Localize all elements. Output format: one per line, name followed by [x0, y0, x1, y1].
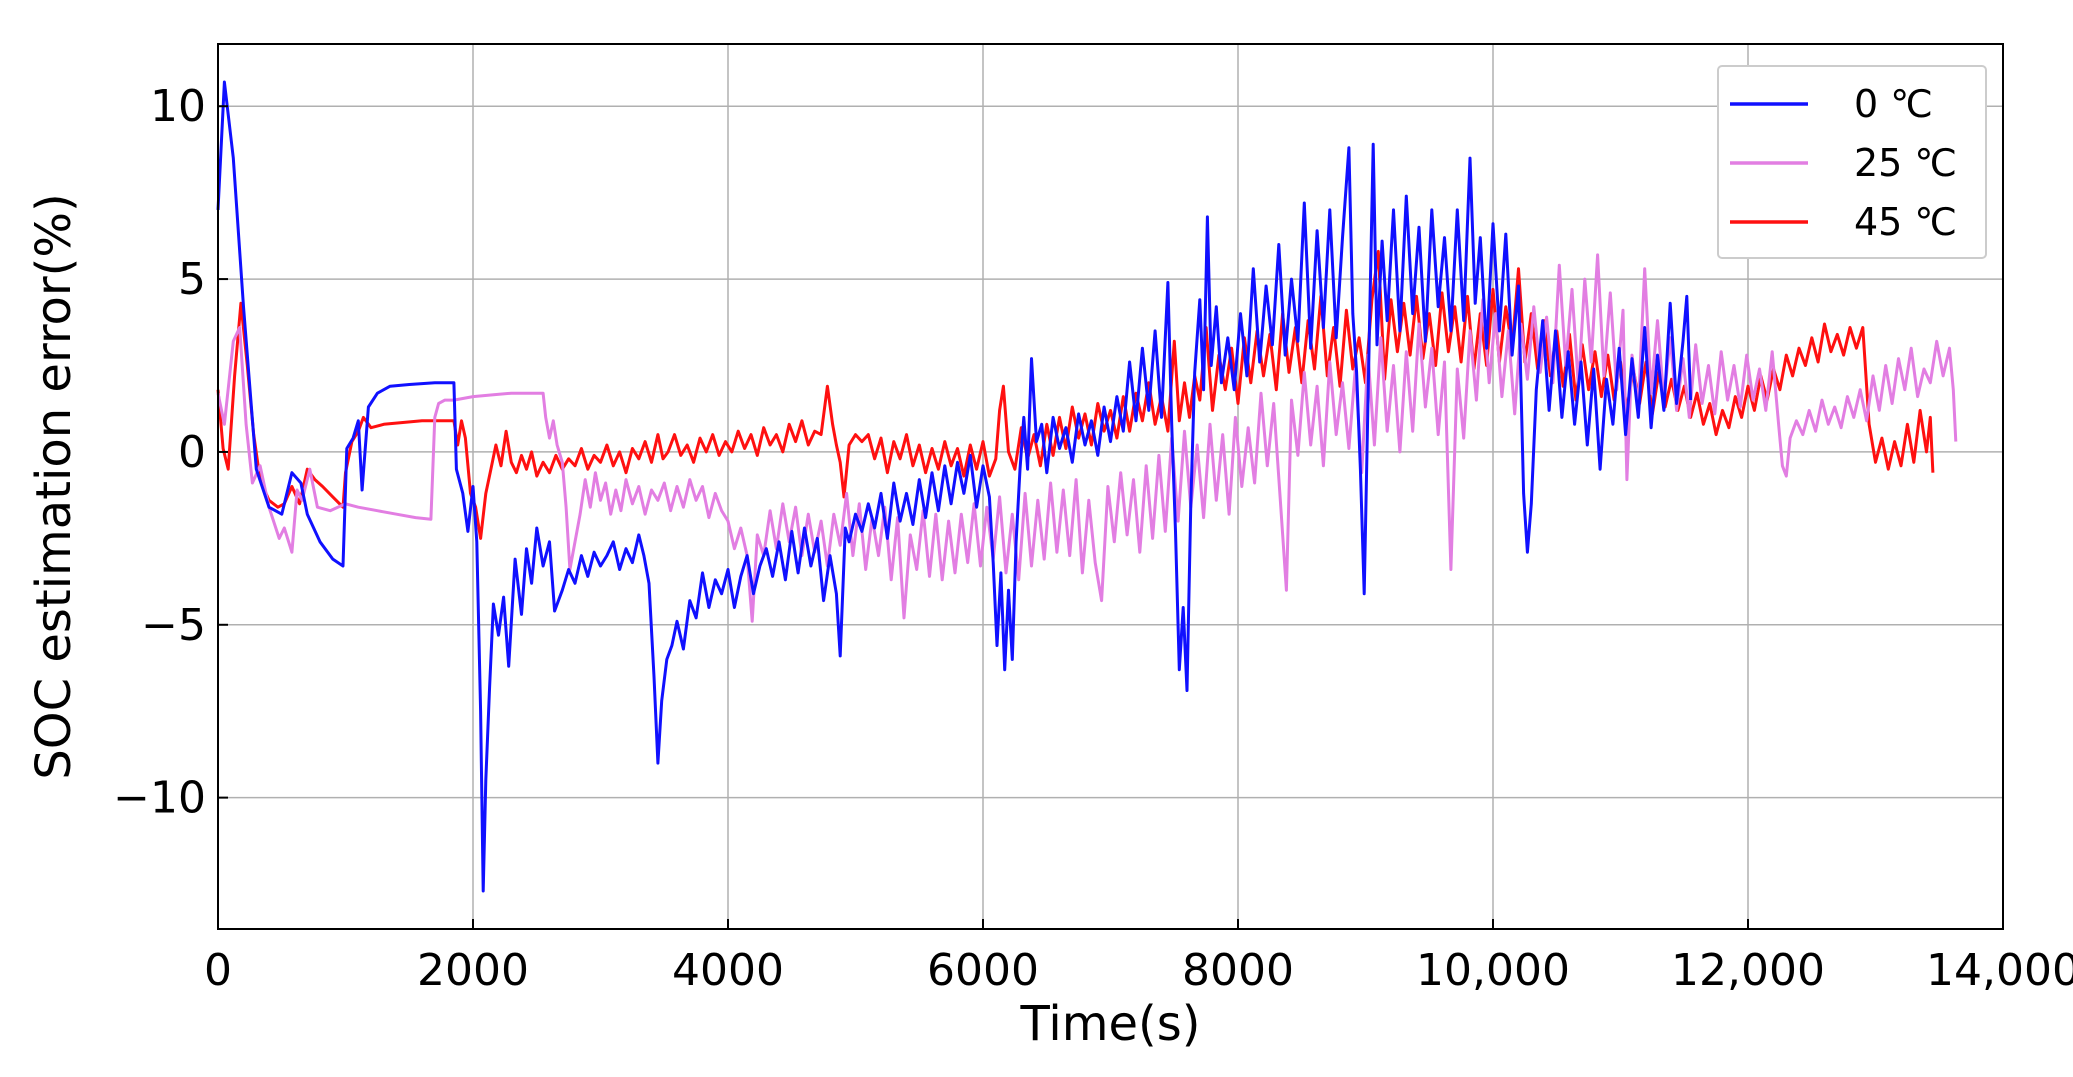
plot-frame — [217, 43, 2004, 930]
axis-ticks: 0 2000 4000 6000 8000 10,000 12,000 14,000 −10 −5… — [113, 81, 2073, 996]
x-tick-label: 6000 — [927, 945, 1039, 996]
x-tick-label: 4000 — [672, 945, 784, 996]
x-tick-label: 10,000 — [1416, 945, 1570, 996]
x-tick-label: 2000 — [417, 945, 529, 996]
x-tick-label: 14,000 — [1926, 945, 2073, 996]
legend: 0 ℃ 25 ℃ 45 ℃ — [1717, 65, 1987, 259]
legend-box — [1717, 65, 1987, 259]
y-tick-label: −5 — [141, 600, 206, 651]
y-tick-label: 10 — [150, 81, 206, 132]
x-axis-title: Time(s) — [1020, 996, 1201, 1052]
legend-label-1: 25 ℃ — [1854, 141, 1957, 185]
series-line-0 — [216, 80, 1693, 893]
x-tick-label: 0 — [204, 945, 232, 996]
legend-label-0: 0 ℃ — [1854, 82, 1933, 126]
y-tick-label: −10 — [113, 773, 206, 824]
series-line-1 — [216, 253, 1958, 623]
y-tick-label: 5 — [178, 254, 206, 305]
x-tick-label: 12,000 — [1671, 945, 1825, 996]
x-tick-label: 8000 — [1182, 945, 1294, 996]
y-axis-title: SOC estimation error(%) — [26, 193, 82, 779]
series-lines — [216, 80, 1958, 893]
y-tick-label: 0 — [178, 427, 206, 478]
legend-label-2: 45 ℃ — [1854, 200, 1957, 244]
